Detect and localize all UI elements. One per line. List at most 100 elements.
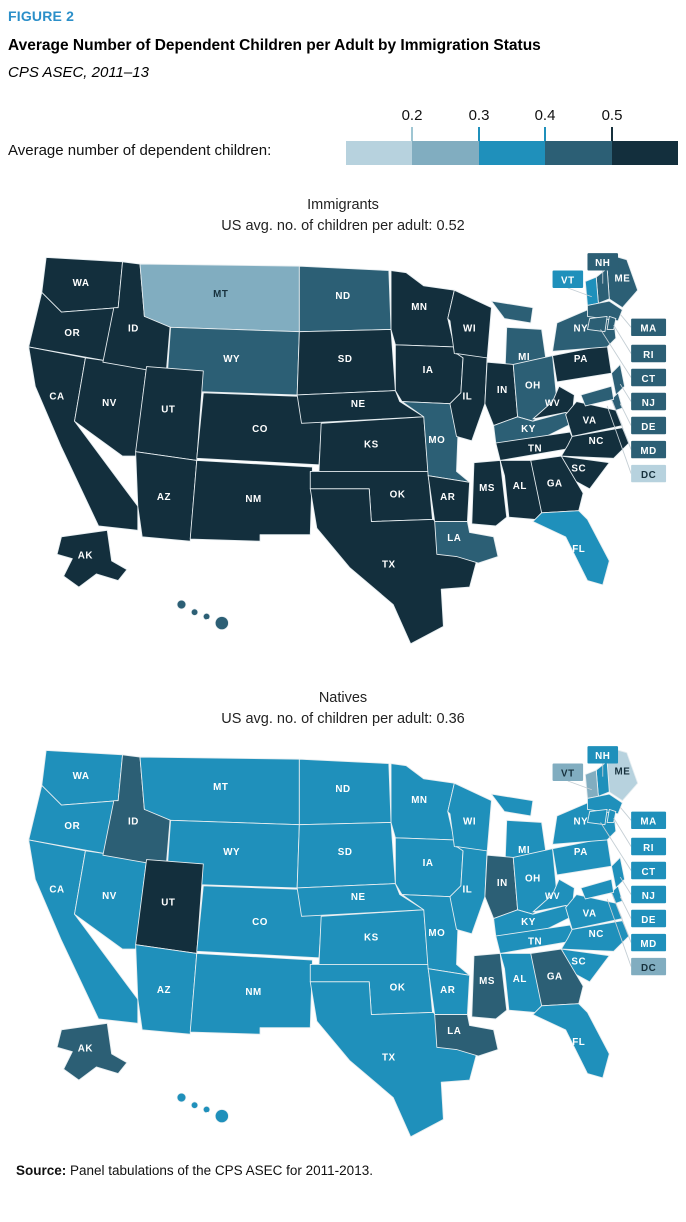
connector-ma: [619, 313, 632, 328]
state-label-ms: MS: [479, 483, 495, 494]
state-hi-island-4: [214, 616, 229, 630]
label-box-nj: [631, 392, 667, 411]
state-label-ky: KY: [521, 917, 536, 928]
state-label-mi: MI: [518, 845, 530, 856]
label-box-text-ma: MA: [640, 324, 656, 335]
state-az: [135, 944, 198, 1035]
color-legend: Average number of dependent children: 0.…: [8, 107, 679, 167]
connector-ma: [619, 806, 632, 821]
legend-tick-label-2: 0.3: [468, 107, 490, 124]
state-ak: [56, 529, 128, 588]
state-label-ks: KS: [364, 439, 379, 450]
state-hi-island-3: [202, 612, 211, 621]
state-la: [434, 1014, 499, 1057]
state-label-or: OR: [64, 821, 80, 832]
state-label-mi: MI: [518, 352, 530, 363]
state-vt: [584, 769, 599, 799]
state-label-az: AZ: [157, 492, 171, 503]
state-label-tn: TN: [528, 444, 542, 455]
state-ct: [587, 808, 608, 826]
state-hi-island-1: [176, 599, 187, 610]
state-label-me: ME: [614, 273, 630, 284]
state-wv: [532, 385, 575, 420]
state-ri: [606, 315, 617, 330]
state-md: [580, 385, 615, 407]
label-box-ri: [631, 344, 667, 363]
connector-ct: [600, 822, 632, 871]
legend-tick-4: [611, 127, 613, 144]
state-ma: [587, 793, 623, 815]
state-label-me: ME: [614, 766, 630, 777]
legend-scale: 0.2 0.3 0.4 0.5: [346, 107, 679, 167]
connector-vt: [567, 287, 592, 298]
immigrants-map-subtitle: US avg. no. of children per adult: 0.52: [221, 218, 465, 234]
state-label-nm: NM: [245, 494, 261, 505]
state-ms: [471, 460, 508, 527]
state-label-ar: AR: [440, 492, 455, 503]
state-la: [434, 521, 499, 564]
label-box-md: [631, 933, 667, 952]
state-label-ms: MS: [479, 976, 495, 987]
state-label-ak: AK: [78, 551, 93, 562]
state-label-mn: MN: [411, 302, 427, 313]
state-label-tx: TX: [382, 1052, 396, 1063]
label-box-text-vt: VT: [561, 276, 575, 287]
state-label-va: VA: [583, 415, 597, 426]
label-box-text-de: DE: [641, 422, 656, 433]
state-az: [135, 451, 198, 542]
label-box-text-de: DE: [641, 915, 656, 926]
state-label-in: IN: [497, 385, 508, 396]
immigrants-map-title: Immigrants: [307, 197, 379, 213]
state-label-al: AL: [513, 481, 527, 492]
state-label-ut: UT: [161, 404, 175, 415]
immigrants-map-block: Immigrants US avg. no. of children per a…: [8, 197, 678, 646]
state-fl: [532, 510, 610, 586]
legend-swatch-2: [412, 141, 479, 165]
label-box-de: [631, 416, 667, 435]
state-nm: [189, 953, 313, 1035]
state-label-wy: WY: [223, 847, 240, 858]
state-label-nm: NM: [245, 987, 261, 998]
connector-de: [619, 896, 632, 919]
state-label-mt: MT: [213, 782, 228, 793]
state-label-ak: AK: [78, 1044, 93, 1055]
state-label-ne: NE: [351, 399, 366, 410]
label-box-text-md: MD: [640, 446, 656, 457]
label-box-text-nh: NH: [595, 751, 610, 762]
label-box-nh: [587, 746, 619, 764]
state-wi: [447, 289, 492, 361]
state-label-sd: SD: [338, 847, 353, 858]
state-label-va: VA: [583, 908, 597, 919]
state-label-or: OR: [64, 328, 80, 339]
state-hi-island-1: [176, 1092, 187, 1103]
legend-tick-1: [411, 127, 413, 144]
state-hi-island-2: [190, 608, 199, 616]
state-label-ia: IA: [423, 365, 434, 376]
state-label-la: LA: [447, 1026, 461, 1037]
state-fl: [532, 1003, 610, 1079]
state-label-wa: WA: [73, 278, 90, 289]
legend-tick-2: [478, 127, 480, 144]
source-label: Source:: [16, 1163, 67, 1178]
state-label-pa: PA: [574, 847, 588, 858]
state-label-tn: TN: [528, 937, 542, 948]
legend-swatch-4: [545, 141, 612, 165]
state-label-nv: NV: [102, 398, 117, 409]
state-label-ks: KS: [364, 932, 379, 943]
state-label-sc: SC: [571, 956, 586, 967]
label-box-vt: [552, 763, 584, 782]
state-label-wi: WI: [463, 324, 476, 335]
state-ri: [606, 808, 617, 823]
label-box-text-nj: NJ: [642, 891, 656, 902]
state-hi-island-2: [190, 1101, 199, 1109]
state-wv: [532, 878, 575, 913]
state-label-mo: MO: [428, 928, 445, 939]
state-label-ny: NY: [574, 817, 589, 828]
natives-choropleth-map: WA OR CA NV ID MT WY UT CO AZ NM ND SD NE KS OK TX MN IA MO…: [28, 746, 667, 1138]
state-md: [580, 878, 615, 900]
state-label-co: CO: [252, 917, 268, 928]
legend-tick-label-3: 0.4: [534, 107, 556, 124]
state-label-nv: NV: [102, 891, 117, 902]
state-label-oh: OH: [525, 380, 541, 391]
state-label-nd: ND: [335, 291, 350, 302]
